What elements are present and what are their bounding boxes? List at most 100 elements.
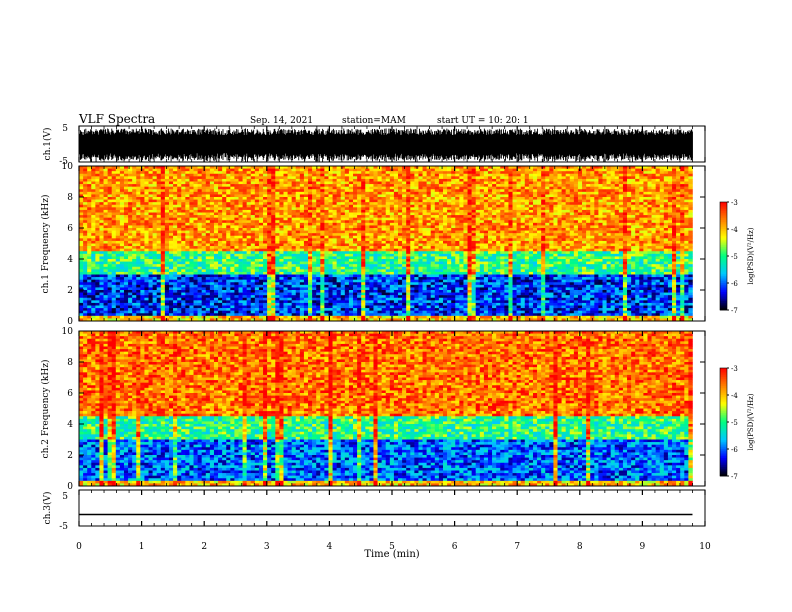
spectrogram-cell bbox=[287, 261, 292, 265]
spectrogram-cell bbox=[365, 248, 370, 252]
spectrogram-cell bbox=[164, 282, 170, 286]
spectrogram-cell bbox=[393, 318, 399, 322]
spectrogram-cell bbox=[303, 269, 309, 273]
spectrogram-cell bbox=[353, 251, 358, 255]
spectrogram-cell bbox=[287, 238, 292, 242]
spectrogram-cell bbox=[209, 246, 215, 249]
spectrogram-cell bbox=[218, 300, 223, 304]
spectrogram-cell bbox=[340, 256, 346, 260]
spectrogram-cell bbox=[119, 318, 125, 322]
spectrogram-cell bbox=[242, 191, 247, 195]
spectrogram-cell bbox=[369, 282, 374, 286]
spectrogram-cell bbox=[213, 315, 219, 319]
spectrogram-cell bbox=[324, 261, 329, 265]
spectrogram-cell bbox=[234, 308, 239, 311]
spectrogram-cell bbox=[87, 220, 92, 224]
spectrogram-cell bbox=[373, 230, 378, 234]
spectrogram-cell bbox=[275, 173, 280, 177]
spectrogram-cell bbox=[258, 292, 264, 296]
spectrogram-cell bbox=[279, 178, 284, 182]
spectrogram-cell bbox=[238, 269, 243, 273]
spectrogram-cell bbox=[369, 243, 374, 247]
spectrogram-cell bbox=[357, 246, 362, 249]
spectrogram-cell bbox=[123, 282, 129, 286]
spectrogram-cell bbox=[177, 310, 182, 314]
spectrogram-cell bbox=[107, 194, 113, 198]
spectrogram-cell bbox=[226, 181, 231, 185]
spectrogram-cell bbox=[328, 310, 333, 314]
spectrogram-cell bbox=[279, 300, 284, 304]
spectrogram-cell bbox=[357, 209, 362, 213]
spectrogram-cell bbox=[177, 302, 182, 306]
spectrogram-cell bbox=[291, 220, 297, 224]
spectrogram-cell bbox=[99, 186, 104, 190]
spectrogram-cell bbox=[91, 305, 96, 309]
spectrogram-cell bbox=[353, 256, 358, 260]
spectrogram-cell bbox=[385, 238, 391, 242]
spectrogram-cell bbox=[181, 215, 186, 218]
spectrogram-cell bbox=[308, 204, 313, 208]
spectrogram-cell bbox=[177, 277, 182, 280]
spectrogram-cell bbox=[123, 191, 129, 195]
spectrogram-cell bbox=[287, 176, 292, 180]
spectrogram-cell bbox=[353, 171, 358, 175]
spectrogram-cell bbox=[332, 194, 337, 198]
spectrogram-cell bbox=[242, 228, 247, 231]
spectrogram-cell bbox=[283, 282, 288, 286]
spectrogram-cell bbox=[324, 248, 329, 252]
spectrogram-cell bbox=[160, 191, 166, 195]
spectrogram-cell bbox=[267, 212, 272, 216]
spectrogram-cell bbox=[181, 220, 186, 224]
spectrogram-cell bbox=[230, 302, 235, 306]
spectrogram-cell bbox=[336, 292, 342, 296]
spectrogram-cell bbox=[373, 251, 378, 255]
spectrogram-cell bbox=[398, 238, 403, 242]
spectrogram-cell bbox=[348, 274, 354, 278]
spectrogram-cell bbox=[324, 173, 329, 177]
spectrogram-cell bbox=[353, 246, 358, 249]
spectrogram-cell bbox=[320, 246, 325, 249]
spectrogram-cell bbox=[393, 240, 399, 244]
spectrogram-cell bbox=[381, 204, 387, 208]
spectrogram-cell bbox=[365, 266, 370, 270]
spectrogram-cell bbox=[230, 176, 235, 180]
spectrogram-cell bbox=[332, 248, 337, 252]
spectrogram-cell bbox=[230, 222, 235, 226]
spectrogram-cell bbox=[99, 315, 104, 319]
spectrogram-cell bbox=[185, 168, 190, 172]
spectrogram-cell bbox=[291, 191, 297, 195]
spectrogram-cell bbox=[99, 184, 104, 187]
spectrogram-cell bbox=[128, 274, 133, 278]
spectrogram-cell bbox=[246, 166, 252, 169]
spectrogram-cell bbox=[140, 173, 145, 177]
spectrogram-cell bbox=[385, 313, 391, 317]
spectrogram-cell bbox=[308, 228, 313, 231]
spectrogram-cell bbox=[414, 184, 419, 187]
spectrogram-cell bbox=[177, 261, 182, 265]
spectrogram-cell bbox=[283, 246, 288, 249]
spectrogram-cell bbox=[152, 184, 158, 187]
spectrogram-cell bbox=[140, 277, 145, 280]
spectrogram-cell bbox=[128, 297, 133, 301]
spectrogram-cell bbox=[336, 243, 342, 247]
spectrogram-cell bbox=[271, 240, 276, 244]
spectrogram-cell bbox=[173, 233, 178, 237]
spectrogram-cell bbox=[119, 305, 125, 309]
spectrogram-cell bbox=[254, 269, 260, 273]
spectrogram-cell bbox=[316, 217, 321, 221]
spectrogram-cell bbox=[91, 228, 96, 231]
spectrogram-cell bbox=[344, 240, 350, 244]
spectrogram-cell bbox=[365, 240, 370, 244]
spectrogram-cell bbox=[410, 235, 415, 239]
spectrogram-cell bbox=[103, 233, 108, 237]
spectrogram-cell bbox=[148, 243, 153, 247]
spectrogram-cell bbox=[115, 225, 121, 229]
spectrogram-cell bbox=[99, 305, 104, 309]
spectrogram-cell bbox=[340, 302, 346, 306]
spectrogram-cell bbox=[365, 261, 370, 265]
spectrogram-cell bbox=[271, 271, 276, 275]
spectrogram-cell bbox=[312, 284, 317, 288]
spectrogram-cell bbox=[267, 173, 272, 177]
spectrogram-cell bbox=[164, 235, 170, 239]
spectrogram-cell bbox=[103, 197, 108, 200]
